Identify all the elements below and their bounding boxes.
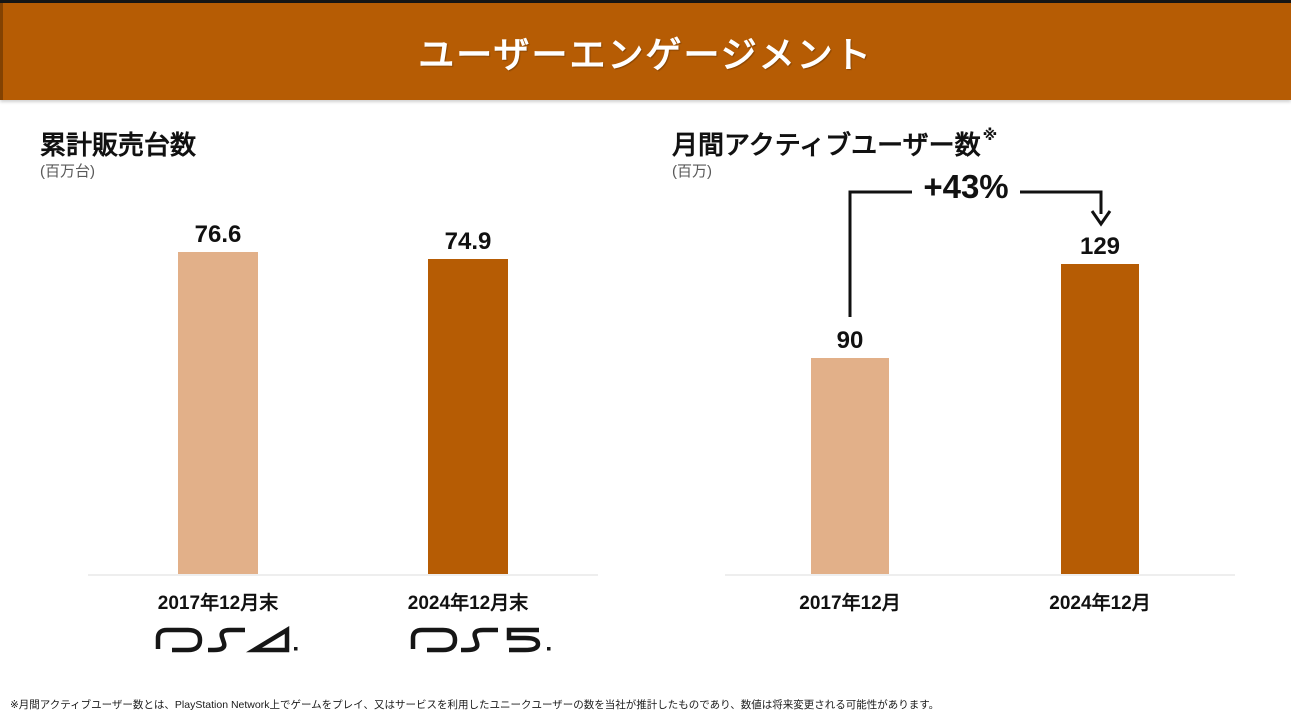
- left-chart-unit: (百万台): [40, 163, 95, 180]
- top-edge-strip: [0, 0, 1291, 3]
- ps5-logo: [410, 627, 551, 653]
- footnote-text: ※月間アクティブユーザー数とは、PlayStation Network上でゲーム…: [10, 699, 940, 711]
- bar-rect-ps4: [178, 252, 258, 574]
- footnote-marker: ※: [982, 127, 998, 145]
- bar-rect-mau-2017: [811, 358, 889, 574]
- bar-group-ps4: 76.6: [178, 223, 258, 574]
- right-xlabel-2017: 2017年12月: [799, 593, 901, 614]
- left-chart-baseline: [88, 574, 598, 576]
- bar-value-ps4: 76.6: [194, 221, 242, 248]
- right-chart-title: 月間アクティブユーザー数 ※: [672, 125, 997, 162]
- bar-group-mau-2024: 129: [1061, 235, 1139, 574]
- bar-rect-ps5: [428, 259, 508, 574]
- bar-group-mau-2017: 90: [811, 329, 889, 574]
- growth-bracket-arrow-icon: [848, 190, 1112, 317]
- bar-group-ps5: 74.9: [428, 230, 508, 574]
- right-chart-baseline: [725, 574, 1235, 576]
- right-xlabel-2024: 2024年12月: [1049, 593, 1151, 614]
- right-chart-unit: (百万): [672, 163, 712, 180]
- bar-value-mau-2024: 129: [1079, 233, 1121, 260]
- bar-value-ps5: 74.9: [444, 228, 492, 255]
- page-title: ユーザーエンゲージメント: [418, 33, 873, 75]
- ps4-logo: [155, 626, 298, 653]
- left-xlabel-2017: 2017年12月末: [157, 593, 279, 614]
- left-chart-title: 累計販売台数: [40, 130, 197, 160]
- bar-rect-mau-2024: [1061, 264, 1139, 574]
- right-chart-title-text: 月間アクティブユーザー数: [672, 130, 981, 160]
- left-xlabel-2024: 2024年12月末: [407, 593, 529, 614]
- header-banner: ユーザーエンゲージメント: [0, 3, 1291, 100]
- bar-value-mau-2017: 90: [836, 327, 864, 354]
- growth-percentage-label: +43%: [923, 168, 1009, 205]
